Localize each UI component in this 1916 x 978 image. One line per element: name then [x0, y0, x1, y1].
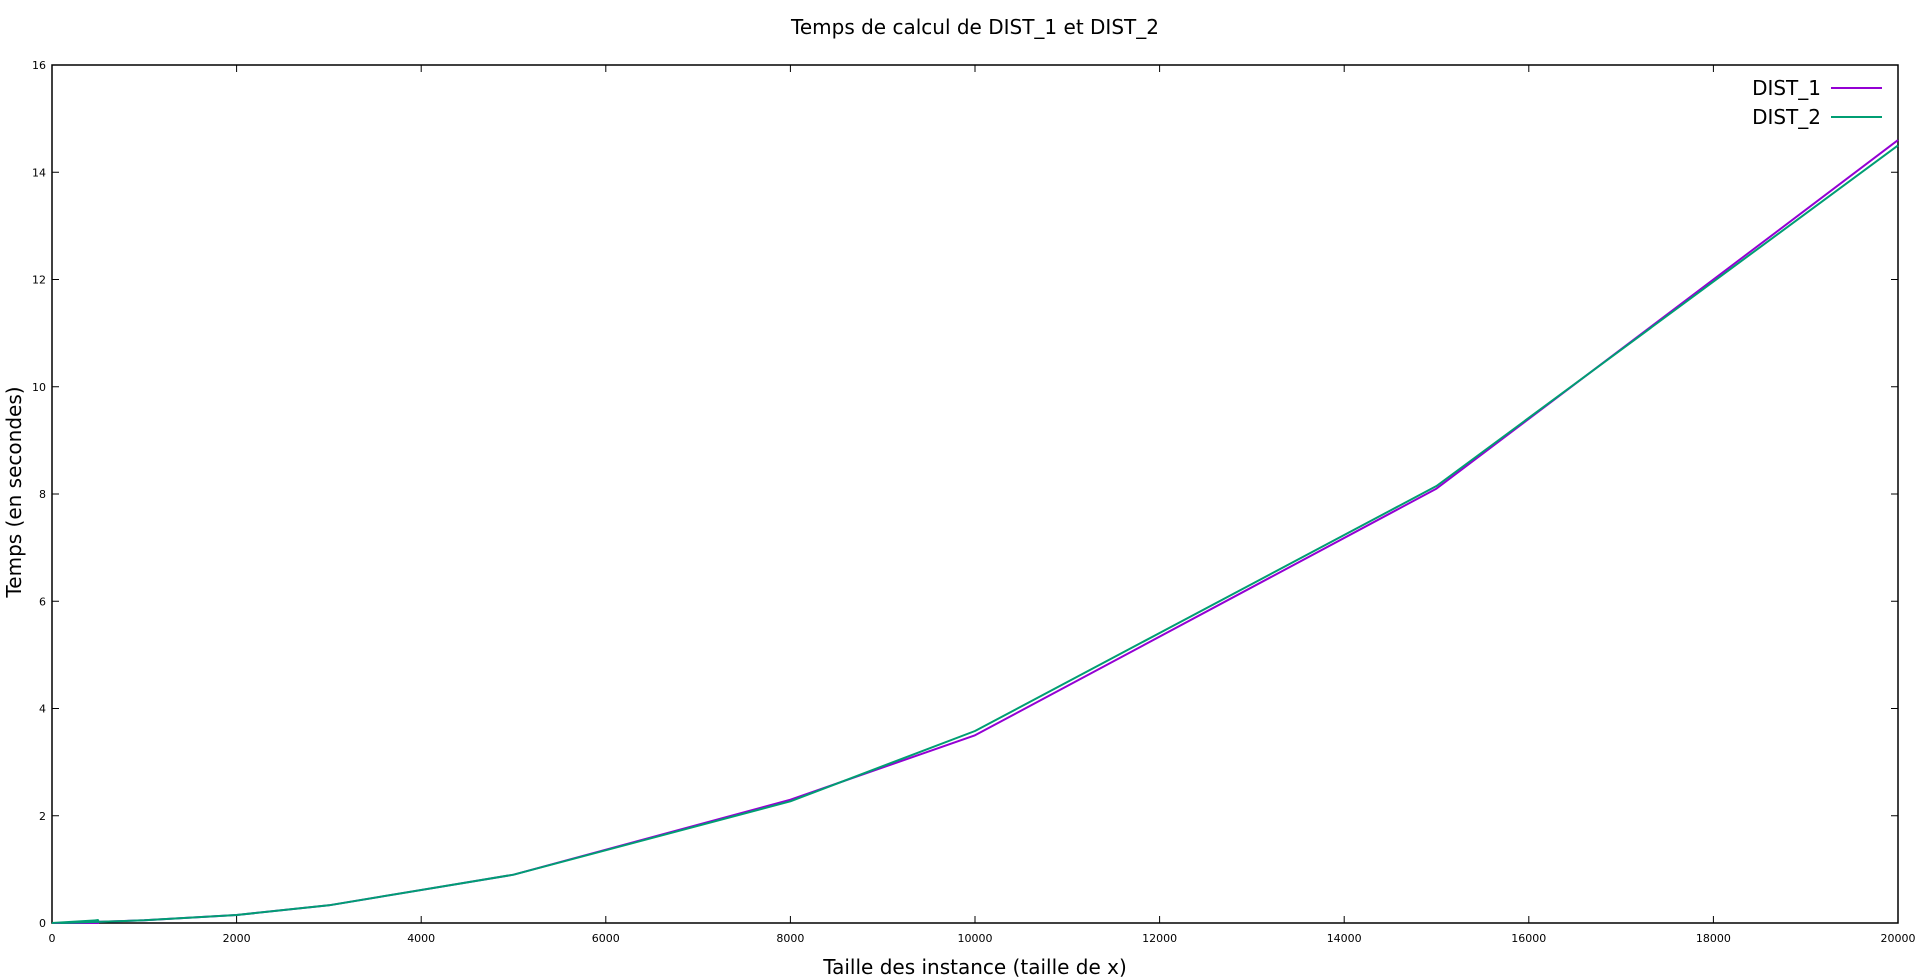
chart-title: Temps de calcul de DIST_1 et DIST_2	[790, 15, 1159, 39]
y-tick-label: 16	[32, 59, 46, 72]
legend-label: DIST_2	[1752, 105, 1821, 129]
x-tick-label: 14000	[1327, 932, 1362, 945]
x-tick-label: 2000	[223, 932, 251, 945]
y-tick-label: 2	[39, 810, 46, 823]
y-tick-label: 10	[32, 381, 46, 394]
x-tick-label: 10000	[958, 932, 993, 945]
x-tick-label: 20000	[1881, 932, 1916, 945]
x-tick-label: 6000	[592, 932, 620, 945]
y-tick-label: 8	[39, 488, 46, 501]
plot-frame	[51, 64, 1899, 924]
series-line-dist-1	[52, 139, 1899, 924]
tick-labels: 0 2000 4000 6000 8000 10000 12000 14000 16000 180…	[32, 59, 1916, 945]
x-tick-label: 18000	[1696, 932, 1731, 945]
y-axis-label: Temps (en secondes)	[2, 386, 26, 598]
x-tick-label: 4000	[407, 932, 435, 945]
legend-label: DIST_1	[1752, 76, 1821, 100]
x-tick-label: 12000	[1142, 932, 1177, 945]
y-tick-label: 4	[39, 703, 46, 716]
legend: DIST_1 DIST_2	[1752, 76, 1882, 129]
x-tick-label: 8000	[776, 932, 804, 945]
y-tick-label: 12	[32, 274, 46, 287]
y-tick-label: 14	[32, 166, 46, 179]
x-tick-label: 16000	[1511, 932, 1546, 945]
y-tick-label: 6	[39, 595, 46, 608]
series-lines	[51, 139, 1899, 924]
x-axis-label: Taille des instance (taille de x)	[822, 955, 1127, 978]
tick-marks	[51, 64, 1899, 924]
x-tick-label: 0	[49, 932, 56, 945]
series-line-dist-2	[51, 144, 1899, 924]
y-tick-label: 0	[39, 917, 46, 930]
